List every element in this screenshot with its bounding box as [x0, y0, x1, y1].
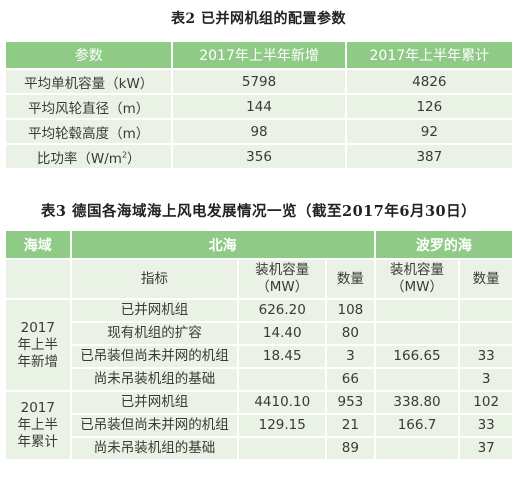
- sub-north-count: 数量: [327, 260, 374, 298]
- table-row: 比功率（W/m2） 356 387: [6, 145, 512, 168]
- indicator-cell: 已吊装但尚未并网的机组: [71, 346, 238, 367]
- table-row: 2017 年上半 年新增 已并网机组 626.20 108: [6, 300, 512, 390]
- new-cell: 5798: [173, 70, 345, 93]
- baltic-count-cell: 37: [460, 438, 512, 459]
- baltic-capacity-cell: [375, 323, 459, 344]
- param-cell: 比功率（W/m2）: [6, 145, 172, 168]
- north-count-cell: 66: [327, 369, 374, 390]
- baltic-capacity-cell: 166.65: [375, 346, 459, 367]
- north-capacity-cell: 14.40: [239, 323, 326, 344]
- baltic-count-cell: 3: [460, 369, 512, 390]
- new-cell: 356: [173, 145, 345, 168]
- north-count-cell: 89: [327, 438, 374, 459]
- cum-cell: 4826: [346, 70, 512, 93]
- north-count-cell: 80: [327, 323, 374, 344]
- header-cum-2017h1: 2017年上半年累计: [346, 42, 512, 68]
- sub-empty: [6, 260, 70, 298]
- param-cell: 平均风轮直径（m）: [6, 95, 172, 118]
- table-row: 平均单机容量（kW） 5798 4826: [6, 70, 512, 93]
- indicator-cell: 已吊装但尚未并网的机组: [71, 415, 238, 436]
- sub-baltic-capacity: 装机容量 （MW）: [375, 260, 459, 298]
- param-cell: 平均轮毂高度（m）: [6, 120, 172, 143]
- header-new-2017h1: 2017年上半年新增: [173, 42, 345, 68]
- table-row: 平均风轮直径（m） 144 126: [6, 95, 512, 118]
- baltic-count-cell: 102: [460, 392, 512, 413]
- north-count-cell: 21: [327, 415, 374, 436]
- header-sea-area: 海域: [6, 231, 70, 258]
- group-label-cumulative: 2017 年上半 年累计: [6, 392, 70, 459]
- north-capacity-cell: 18.45: [239, 346, 326, 367]
- indicator-cell: 尚未吊装机组的基础: [71, 369, 238, 390]
- table-row: 已吊装但尚未并网的机组 129.15 21 166.7 33: [6, 415, 512, 436]
- param-cell: 平均单机容量（kW）: [6, 70, 172, 93]
- header-north-sea: 北海: [71, 231, 374, 258]
- table-row: 尚未吊装机组的基础 66 3: [6, 369, 512, 390]
- north-capacity-cell: 626.20: [239, 300, 326, 321]
- cum-cell: 126: [346, 95, 512, 118]
- north-capacity-cell: 129.15: [239, 415, 326, 436]
- table3-caption: 表3 德国各海域海上风电发展情况一览（截至2017年6月30日）: [40, 203, 477, 220]
- new-cell: 144: [173, 95, 345, 118]
- north-capacity-cell: 4410.10: [239, 392, 326, 413]
- config-params-table: 参数 2017年上半年新增 2017年上半年累计 平均单机容量（kW） 5798…: [4, 40, 514, 170]
- baltic-count-cell: 33: [460, 415, 512, 436]
- table-row: 现有机组的扩容 14.40 80: [6, 323, 512, 344]
- indicator-cell: 现有机组的扩容: [71, 323, 238, 344]
- table-row: 平均轮毂高度（m） 98 92: [6, 120, 512, 143]
- indicator-cell: 已并网机组: [71, 392, 238, 413]
- baltic-capacity-cell: 166.7: [375, 415, 459, 436]
- sub-indicator: 指标: [71, 260, 238, 298]
- baltic-count-cell: [460, 323, 512, 344]
- north-capacity-cell: [239, 438, 326, 459]
- baltic-capacity-cell: [375, 300, 459, 321]
- indicator-cell: 已并网机组: [71, 300, 238, 321]
- north-count-cell: 3: [327, 346, 374, 367]
- baltic-capacity-cell: [375, 438, 459, 459]
- north-count-cell: 953: [327, 392, 374, 413]
- cum-cell: 387: [346, 145, 512, 168]
- header-baltic-sea: 波罗的海: [375, 231, 512, 258]
- sub-baltic-count: 数量: [460, 260, 512, 298]
- table-row: 尚未吊装机组的基础 89 37: [6, 438, 512, 459]
- indicator-cell: 尚未吊装机组的基础: [71, 438, 238, 459]
- sea-area-development-table: 海域 北海 波罗的海 指标 装机容量 （MW） 数量 装机容量 （MW） 数量 20…: [4, 229, 514, 461]
- table-row: 已吊装但尚未并网的机组 18.45 3 166.65 33: [6, 346, 512, 367]
- baltic-capacity-cell: 338.80: [375, 392, 459, 413]
- north-capacity-cell: [239, 369, 326, 390]
- baltic-capacity-cell: [375, 369, 459, 390]
- sub-north-capacity: 装机容量 （MW）: [239, 260, 326, 298]
- new-cell: 98: [173, 120, 345, 143]
- baltic-count-cell: [460, 300, 512, 321]
- table-row: 2017 年上半 年累计 已并网机组 4410.10 953 338.80 102: [6, 392, 512, 459]
- baltic-count-cell: 33: [460, 346, 512, 367]
- table2-caption: 表2 已并网机组的配置参数: [170, 11, 347, 27]
- cum-cell: 92: [346, 120, 512, 143]
- header-param: 参数: [6, 42, 172, 68]
- table3-header-row: 海域 北海 波罗的海: [6, 231, 512, 258]
- table2-header-row: 参数 2017年上半年新增 2017年上半年累计: [6, 42, 512, 68]
- table3-subheader-row: 指标 装机容量 （MW） 数量 装机容量 （MW） 数量: [6, 260, 512, 298]
- north-count-cell: 108: [327, 300, 374, 321]
- group-label-new: 2017 年上半 年新增: [6, 300, 70, 390]
